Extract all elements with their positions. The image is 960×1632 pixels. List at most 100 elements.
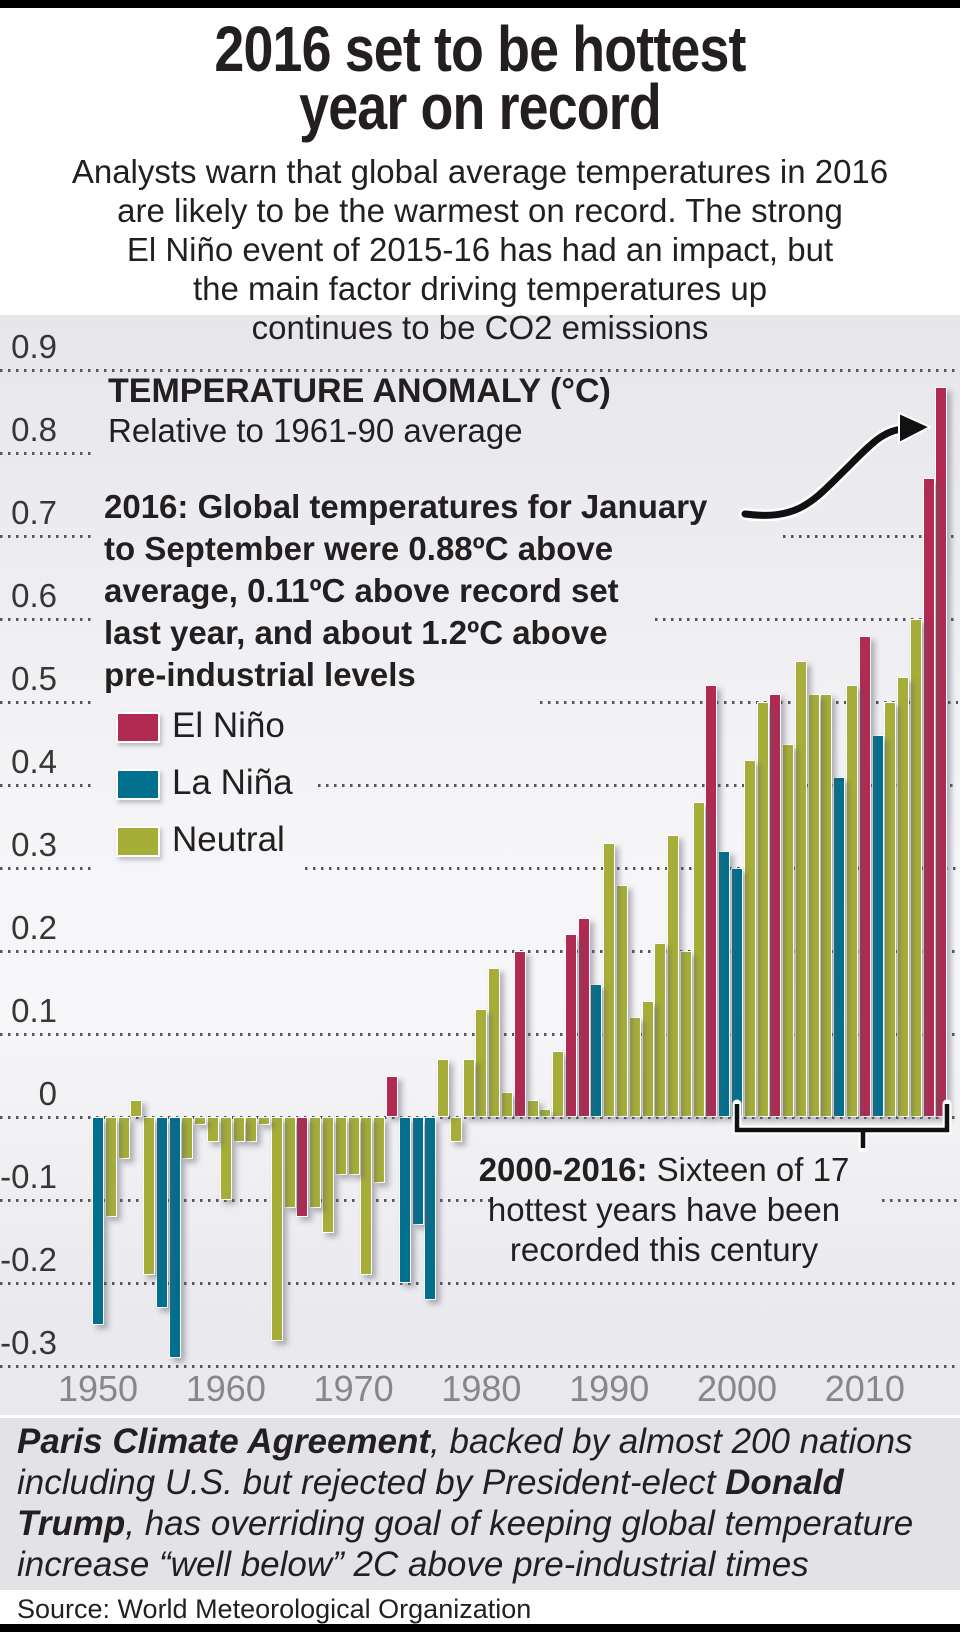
elnino-color-swatch — [116, 712, 160, 743]
annotation-2000-line: 2000-2016: Sixteen of 17 — [452, 1150, 876, 1190]
x-tick-label: 1970 — [313, 1368, 394, 1409]
gridline-0.3 — [0, 867, 95, 870]
y-tick-label: 0.6 — [11, 577, 57, 614]
bar-1976-lanina — [424, 1117, 437, 1300]
bar-2004-neutral — [782, 743, 795, 1117]
bar-1952-neutral — [117, 1117, 130, 1159]
bar-2001-neutral — [743, 760, 756, 1117]
bar-1973-elnino — [385, 1075, 398, 1117]
note-2016-line: pre-industrial levels — [104, 656, 416, 693]
gridline-0.7 — [0, 535, 95, 538]
bar-1982-neutral — [500, 1092, 513, 1117]
gridline-0.4 — [318, 784, 958, 787]
title-line-1: 2016 set to be hottest — [214, 13, 746, 85]
footer-panel — [0, 1418, 960, 1590]
bar-1953-neutral — [130, 1100, 143, 1117]
note-2016-line: to September were 0.88ºC above — [104, 530, 614, 567]
annotation-2000-bold-segment: 2000-2016: — [478, 1151, 648, 1188]
bar-2003-elnino — [769, 693, 782, 1117]
bar-1986-neutral — [552, 1050, 565, 1117]
y-tick-label: 0.7 — [11, 494, 57, 531]
subtitle-line: El Niño event of 2015-16 has had an impa… — [126, 231, 834, 268]
bar-1977-neutral — [437, 1058, 450, 1117]
gridline--0.2 — [0, 1282, 958, 1285]
subtitle-line: the main factor driving temperatures up — [192, 270, 768, 307]
bar-1951-neutral — [104, 1117, 117, 1217]
bar-1966-elnino — [296, 1117, 309, 1217]
gridline-0.6 — [0, 618, 95, 621]
bar-1967-neutral — [309, 1117, 322, 1209]
y-tick-label: -0.1 — [0, 1158, 57, 1195]
y-tick-label: -0.2 — [0, 1241, 57, 1278]
gridline-0.7 — [783, 535, 958, 538]
y-tick-label: 0.1 — [11, 992, 57, 1029]
bar-2014-neutral — [909, 619, 922, 1117]
annotation-2000-segment: hottest years have been — [487, 1191, 841, 1228]
gridline-0.9 — [0, 369, 958, 372]
note-2016-line: average, 0.11ºC above record set — [104, 572, 619, 609]
footer-line: including U.S. but rejected by President… — [17, 1462, 947, 1503]
x-tick-label: 2010 — [824, 1368, 905, 1409]
bar-1959-neutral — [207, 1117, 220, 1142]
bar-1971-neutral — [360, 1117, 373, 1275]
subtitle-line: continues to be CO2 emissions — [251, 309, 709, 346]
bar-1989-lanina — [590, 984, 603, 1117]
footer-line: increase “well below” 2C above pre-indus… — [17, 1544, 947, 1585]
bar-2016-elnino — [935, 386, 948, 1117]
subtitle-line: are likely to be the warmest on record. … — [117, 192, 843, 229]
footer-segment: , backed by almost 200 nations — [430, 1422, 913, 1461]
bar-2005-neutral — [794, 660, 807, 1117]
gridline--0.3 — [0, 1365, 958, 1368]
y-tick-label: 0.8 — [11, 411, 57, 448]
bar-1955-lanina — [155, 1117, 168, 1308]
y-tick-label: 0.5 — [11, 660, 57, 697]
bar-1980-neutral — [475, 1009, 488, 1117]
y-tick-label: 0.9 — [11, 328, 57, 365]
note-2016-line: last year, and about 1.2ºC above — [104, 614, 608, 651]
gridline--0.1 — [882, 1199, 958, 1202]
bar-1969-neutral — [334, 1117, 347, 1176]
bar-1960-neutral — [219, 1117, 232, 1200]
legend-label-elnino: El Niño — [172, 706, 285, 745]
bar-1957-neutral — [181, 1117, 194, 1159]
bar-1964-neutral — [270, 1117, 283, 1342]
note-2016-callout: 2016: Global temperatures for January to … — [104, 486, 707, 696]
bar-1991-neutral — [615, 884, 628, 1117]
subtitle-line: Analysts warn that global average temper… — [71, 153, 889, 190]
y-tick-label: -0.3 — [0, 1324, 57, 1361]
bar-1983-elnino — [513, 951, 526, 1117]
bar-2009-neutral — [846, 685, 859, 1117]
title-line-2: year on record — [299, 71, 662, 143]
bar-1962-neutral — [245, 1117, 258, 1142]
annotation-2000-line: hottest years have been — [452, 1190, 876, 1230]
bar-1958-neutral — [194, 1117, 207, 1126]
footer-bold-segment: Paris Climate Agreement — [17, 1422, 431, 1461]
bar-2015-elnino — [922, 477, 935, 1117]
bar-1990-neutral — [603, 843, 616, 1117]
bar-1950-lanina — [92, 1117, 104, 1325]
x-tick-label: 1950 — [57, 1368, 139, 1409]
bar-1981-neutral — [488, 967, 501, 1117]
footer-bold-segment: Donald — [725, 1463, 844, 1502]
bar-1995-neutral — [667, 834, 680, 1117]
source-credit: Source: World Meteorological Organizatio… — [17, 1594, 532, 1624]
bar-1963-neutral — [258, 1117, 271, 1126]
page-title: 2016 set to be hottest year on record — [77, 13, 883, 143]
footer-bold-segment: Trump — [17, 1504, 126, 1543]
lanina-color-swatch — [116, 769, 160, 800]
bar-1972-neutral — [373, 1117, 386, 1184]
bar-1988-elnino — [577, 917, 590, 1117]
gridline-0.8 — [0, 452, 95, 455]
annotation-2000-line: recorded this century — [452, 1230, 876, 1270]
bar-1987-elnino — [564, 934, 577, 1117]
gridline-0 — [0, 1116, 958, 1119]
gridline-0.4 — [0, 784, 95, 787]
note-2016-line: 2016: Global temperatures for January — [104, 488, 708, 525]
x-tick-label: 1990 — [569, 1368, 650, 1409]
legend-label-neutral: Neutral — [172, 820, 285, 859]
bar-2007-neutral — [820, 693, 833, 1117]
bar-1968-neutral — [322, 1117, 335, 1234]
gridline-0.6 — [655, 618, 958, 621]
annotation-2000-segment: recorded this century — [509, 1231, 819, 1268]
